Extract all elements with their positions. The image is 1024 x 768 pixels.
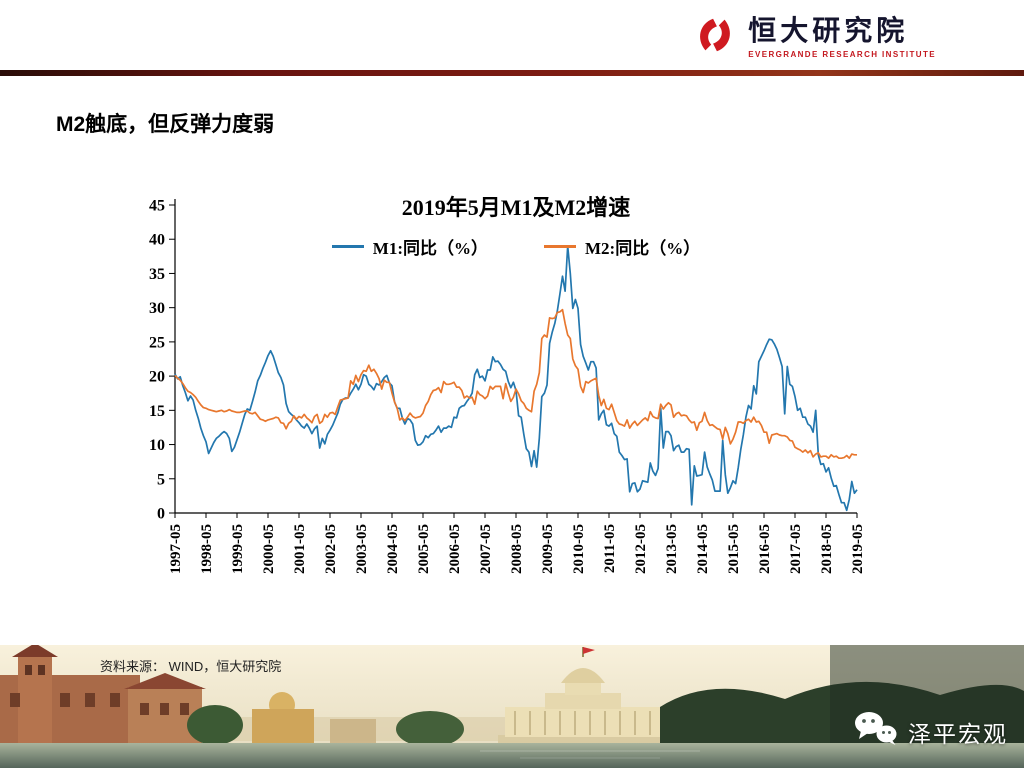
svg-text:2004-05: 2004-05 (385, 524, 401, 574)
x-axis-ticks: 1997-05 1998-05 1999-05 2000-05 2001-05 2002-… (168, 513, 866, 574)
svg-text:2006-05: 2006-05 (447, 524, 463, 574)
legend-swatch (544, 245, 576, 248)
source-note: 资料来源： WIND，恒大研究院 (100, 659, 282, 674)
svg-text:2007-05: 2007-05 (478, 524, 494, 574)
svg-text:35: 35 (149, 266, 165, 283)
svg-text:1998-05: 1998-05 (199, 524, 215, 574)
page-title: M2触底，但反弹力度弱 (56, 113, 275, 136)
svg-text:30: 30 (149, 300, 165, 317)
svg-text:2001-05: 2001-05 (292, 524, 308, 574)
svg-text:2014-05: 2014-05 (695, 524, 711, 574)
legend-swatch (331, 245, 364, 248)
wechat-account-name: 泽平宏观 (908, 720, 1008, 747)
svg-text:45: 45 (149, 198, 165, 215)
svg-text:5: 5 (157, 471, 165, 488)
legend-item: M2:同比（%） (544, 234, 700, 259)
svg-text:2005-05: 2005-05 (416, 524, 432, 574)
header: 恒大研究院 EVERGRANDE RESEARCH INSTITUTE (692, 12, 936, 63)
header-divider-bar (0, 70, 1024, 76)
svg-text:2010-05: 2010-05 (571, 524, 587, 574)
chart-container: 0 5 10 15 20 25 30 35 40 45 1997-05 1998-05 1999-05 2… (110, 188, 920, 620)
logo-text: 恒大研究院 EVERGRANDE RESEARCH INSTITUTE (748, 15, 936, 59)
capitol-illustration (498, 647, 670, 743)
m1-line (174, 245, 858, 512)
svg-text:2011-05: 2011-05 (602, 524, 618, 573)
svg-text:0: 0 (157, 506, 165, 523)
m2-line (174, 308, 857, 460)
svg-text:20: 20 (149, 369, 165, 386)
logo-subtitle: EVERGRANDE RESEARCH INSTITUTE (748, 49, 936, 59)
svg-text:2012-05: 2012-05 (633, 524, 649, 574)
svg-text:2017-05: 2017-05 (788, 524, 804, 574)
svg-text:40: 40 (149, 232, 165, 249)
svg-text:2003-05: 2003-05 (354, 524, 370, 574)
logo-title: 恒大研究院 (748, 15, 909, 47)
svg-text:10: 10 (149, 437, 165, 454)
footer-banner: 泽平宏观 (0, 645, 1024, 768)
svg-text:2009-05: 2009-05 (540, 524, 556, 574)
svg-text:25: 25 (149, 334, 165, 351)
chart-title: 2019年5月M1及M2增速 (401, 195, 631, 220)
svg-text:1997-05: 1997-05 (168, 524, 184, 574)
svg-text:2015-05: 2015-05 (726, 524, 742, 574)
y-axis-ticks: 0 5 10 15 20 25 30 35 40 45 (149, 198, 175, 523)
wechat-badge: 泽平宏观 (854, 711, 1008, 752)
svg-text:2008-05: 2008-05 (509, 524, 525, 574)
water-illustration (0, 743, 1024, 768)
legend-label: M2:同比（%） (585, 239, 701, 258)
svg-text:15: 15 (149, 403, 165, 420)
svg-text:2016-05: 2016-05 (757, 524, 773, 574)
svg-text:2013-05: 2013-05 (664, 524, 680, 574)
legend-label: M1:同比（%） (372, 239, 488, 258)
svg-text:1999-05: 1999-05 (230, 524, 246, 574)
legend-item: M1:同比（%） (331, 234, 488, 259)
svg-text:2018-05: 2018-05 (819, 524, 835, 574)
mansion-illustration (0, 645, 206, 743)
svg-text:2000-05: 2000-05 (261, 524, 277, 574)
svg-text:2019-05: 2019-05 (850, 524, 866, 574)
evergrande-logo-icon (692, 12, 738, 63)
chart-plot: 0 5 10 15 20 25 30 35 40 45 1997-05 1998-05 1999-05 2… (149, 198, 866, 575)
golden-pavilion-illustration (252, 692, 376, 743)
footer-illustration (0, 645, 1024, 768)
wechat-icon (854, 711, 898, 752)
svg-text:2002-05: 2002-05 (323, 524, 339, 574)
chart-legend: M1:同比（%） M2:同比（%） (175, 234, 857, 259)
